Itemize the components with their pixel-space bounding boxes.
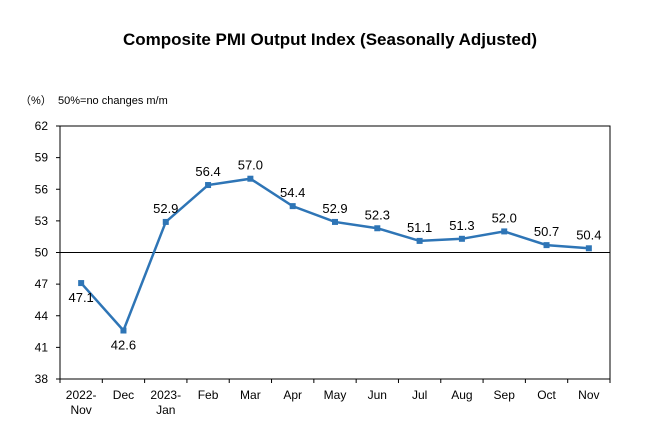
data-point [162,218,169,225]
data-point [585,245,592,252]
x-tick-label: Jul [412,388,427,402]
chart-title: Composite PMI Output Index (Seasonally A… [122,30,538,49]
data-label: 52.3 [365,207,390,222]
data-label: 52.9 [153,201,178,216]
series-markers [78,175,592,334]
data-labels: 47.1 42.6 52.9 56.4 57.0 54.4 52.9 52.3 51.1 51.3… [68,158,601,353]
data-point [416,237,423,244]
x-tick-label: Dec [113,388,134,402]
x-tick-label: 2023-Jan [150,388,181,417]
x-tick-label: Feb [198,388,219,402]
y-tick-label: 62 [35,119,49,133]
data-label: 56.4 [195,164,220,179]
y-tick-label: 59 [35,151,49,165]
data-point [120,327,127,334]
y-tick-label: 53 [35,214,49,228]
y-axis: 38 41 44 47 50 53 56 59 62 [35,119,60,386]
note-label: 50%=no changes m/m [58,95,168,107]
data-point [247,175,254,182]
data-point [289,203,296,210]
x-tick-label: 2022-Nov [66,388,97,417]
data-label: 54.4 [280,185,305,200]
data-point [543,242,550,249]
data-point [78,280,85,287]
y-tick-label: 56 [35,182,49,196]
data-label: 51.3 [449,218,474,233]
data-point [501,228,508,235]
y-unit-label: （%） [20,94,52,107]
data-label: 50.4 [576,227,601,242]
y-tick-label: 38 [35,372,49,386]
x-tick-label: Apr [283,388,302,402]
x-axis: 2022-Nov Dec 2023-Jan Feb Mar Apr May Jun Jul Aug… [59,379,611,417]
x-tick-label: Jun [368,388,387,402]
data-label: 42.6 [111,338,136,353]
x-tick-label: Aug [451,388,472,402]
data-label: 57.0 [238,158,263,173]
y-tick-label: 41 [35,340,49,354]
data-point [205,182,212,189]
data-label: 47.1 [68,290,93,305]
x-tick-label: Nov [578,388,599,402]
data-label: 52.0 [492,210,517,225]
data-label: 52.9 [322,201,347,216]
x-tick-label: Mar [240,388,261,402]
y-tick-label: 50 [35,246,49,260]
x-tick-label: May [324,388,347,402]
data-label: 50.7 [534,224,559,239]
y-tick-label: 44 [35,309,49,323]
x-tick-label: Oct [537,388,556,402]
data-label: 51.1 [407,220,432,235]
data-point [458,235,465,242]
x-tick-label: Sep [494,388,516,402]
data-point [374,225,381,232]
data-point [332,218,338,225]
y-tick-label: 47 [35,277,49,291]
